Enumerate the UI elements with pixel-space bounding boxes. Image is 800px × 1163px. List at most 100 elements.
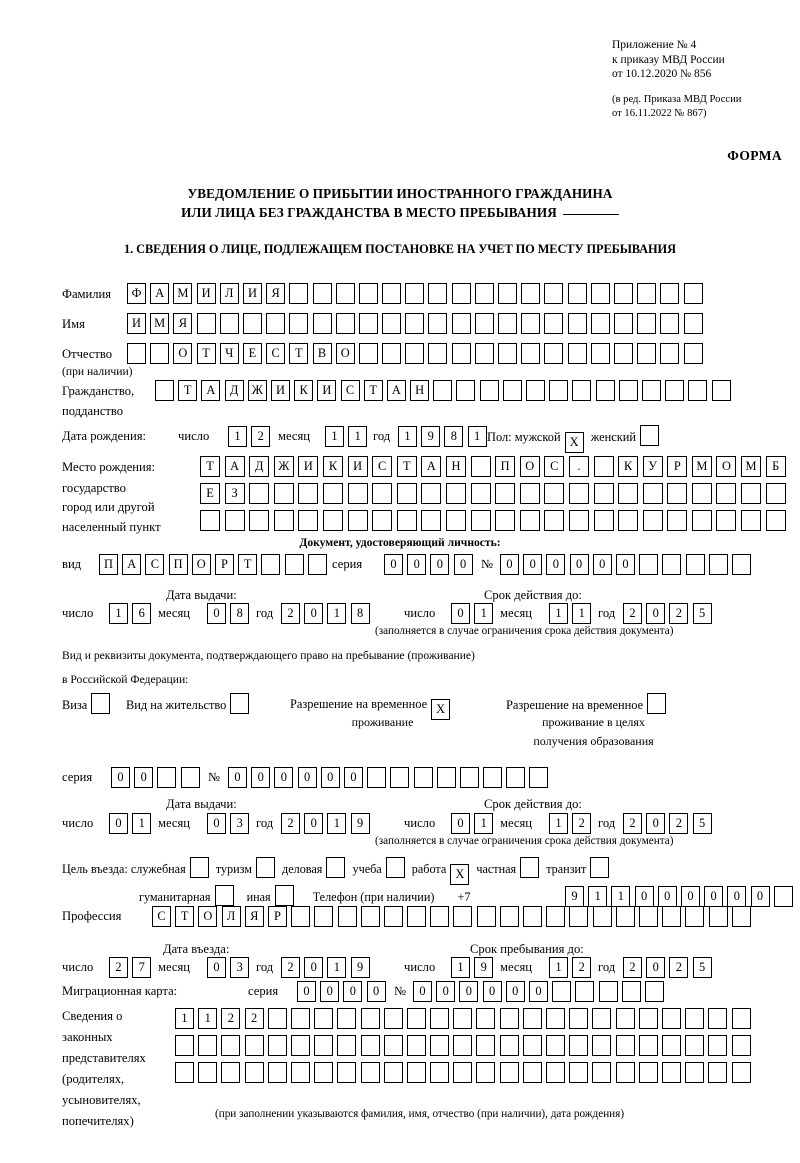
char-cell[interactable]: Т bbox=[396, 456, 417, 477]
char-cell[interactable]: Д bbox=[249, 456, 270, 477]
char-cell[interactable] bbox=[200, 510, 220, 531]
char-cell[interactable] bbox=[249, 483, 270, 504]
char-cell[interactable]: 1 bbox=[198, 1008, 218, 1029]
char-cell[interactable] bbox=[298, 483, 319, 504]
char-cell[interactable]: 0 bbox=[407, 554, 427, 575]
char-cell[interactable] bbox=[499, 1062, 519, 1083]
char-cell[interactable]: 2 bbox=[623, 603, 642, 624]
char-cell[interactable] bbox=[521, 343, 541, 364]
char-cell[interactable]: 2 bbox=[109, 957, 128, 978]
char-cell[interactable]: А bbox=[386, 380, 406, 401]
char-cell[interactable]: 0 bbox=[320, 981, 340, 1002]
char-cell[interactable] bbox=[660, 343, 680, 364]
char-cell[interactable] bbox=[708, 1035, 728, 1056]
char-cell[interactable] bbox=[683, 283, 703, 304]
char-cell[interactable] bbox=[546, 1008, 565, 1029]
char-cell[interactable]: 1 bbox=[467, 426, 487, 447]
char-cell[interactable] bbox=[546, 1035, 565, 1056]
char-cell[interactable] bbox=[593, 456, 614, 477]
char-cell[interactable]: 1 bbox=[132, 813, 152, 834]
char-cell[interactable] bbox=[567, 313, 587, 334]
char-cell[interactable]: О bbox=[519, 456, 540, 477]
char-cell[interactable] bbox=[337, 906, 357, 927]
char-cell[interactable]: Р bbox=[267, 906, 287, 927]
char-cell[interactable]: 0 bbox=[304, 603, 324, 624]
char-cell[interactable]: Н bbox=[410, 380, 430, 401]
char-cell[interactable]: 9 bbox=[565, 886, 584, 907]
char-cell[interactable]: С bbox=[544, 456, 565, 477]
char-cell[interactable]: 2 bbox=[669, 813, 689, 834]
char-cell[interactable]: 0 bbox=[207, 813, 226, 834]
char-cell[interactable] bbox=[522, 1008, 542, 1029]
char-cell[interactable]: О bbox=[716, 456, 737, 477]
char-cell[interactable] bbox=[405, 343, 425, 364]
char-cell[interactable]: 0 bbox=[109, 813, 128, 834]
char-cell[interactable] bbox=[639, 554, 659, 575]
char-cell[interactable] bbox=[549, 380, 569, 401]
char-cell[interactable] bbox=[453, 1062, 473, 1083]
char-cell[interactable] bbox=[396, 483, 417, 504]
char-cell[interactable] bbox=[661, 1062, 681, 1083]
char-cell[interactable] bbox=[523, 906, 542, 927]
char-cell[interactable] bbox=[390, 767, 410, 788]
char-cell[interactable] bbox=[430, 1008, 450, 1029]
char-cell[interactable]: О bbox=[198, 906, 218, 927]
char-cell[interactable] bbox=[322, 483, 343, 504]
char-cell[interactable] bbox=[618, 483, 639, 504]
char-cell[interactable] bbox=[358, 313, 378, 334]
char-cell[interactable] bbox=[430, 1035, 450, 1056]
char-cell[interactable] bbox=[290, 1062, 310, 1083]
char-cell[interactable] bbox=[569, 906, 589, 927]
char-cell[interactable]: К bbox=[322, 456, 343, 477]
char-cell[interactable] bbox=[685, 906, 705, 927]
char-cell[interactable] bbox=[613, 283, 633, 304]
char-cell[interactable] bbox=[470, 510, 491, 531]
char-cell[interactable] bbox=[219, 313, 239, 334]
char-cell[interactable] bbox=[521, 283, 541, 304]
char-cell[interactable]: 5 bbox=[692, 813, 712, 834]
char-cell[interactable] bbox=[198, 1035, 218, 1056]
char-cell[interactable] bbox=[451, 313, 471, 334]
char-cell[interactable] bbox=[765, 483, 786, 504]
char-cell[interactable]: 8 bbox=[350, 603, 370, 624]
char-cell[interactable] bbox=[127, 343, 146, 364]
char-cell[interactable]: 0 bbox=[569, 554, 589, 575]
char-cell[interactable]: О bbox=[173, 343, 193, 364]
char-cell[interactable]: 0 bbox=[451, 813, 470, 834]
char-cell[interactable]: 0 bbox=[320, 767, 340, 788]
char-cell[interactable] bbox=[266, 313, 286, 334]
char-cell[interactable] bbox=[175, 1035, 194, 1056]
char-cell[interactable] bbox=[244, 1035, 264, 1056]
char-cell[interactable]: С bbox=[152, 906, 171, 927]
char-cell[interactable] bbox=[592, 1035, 612, 1056]
char-cell[interactable] bbox=[499, 1008, 519, 1029]
char-cell[interactable] bbox=[667, 483, 688, 504]
char-cell[interactable] bbox=[641, 380, 661, 401]
char-cell[interactable] bbox=[731, 554, 751, 575]
char-cell[interactable]: 5 bbox=[692, 603, 712, 624]
char-cell[interactable] bbox=[224, 510, 245, 531]
char-cell[interactable] bbox=[642, 483, 663, 504]
char-cell[interactable] bbox=[661, 1008, 681, 1029]
char-cell[interactable] bbox=[685, 554, 705, 575]
char-cell[interactable]: Ф bbox=[127, 283, 146, 304]
sex-female-checkbox[interactable] bbox=[640, 425, 660, 446]
char-cell[interactable] bbox=[495, 483, 516, 504]
char-cell[interactable] bbox=[428, 343, 448, 364]
char-cell[interactable] bbox=[273, 510, 294, 531]
char-cell[interactable]: 8 bbox=[444, 426, 464, 447]
char-cell[interactable]: 2 bbox=[623, 957, 642, 978]
char-cell[interactable]: 2 bbox=[623, 813, 642, 834]
char-cell[interactable] bbox=[637, 343, 657, 364]
char-cell[interactable]: И bbox=[127, 313, 146, 334]
char-cell[interactable]: . bbox=[568, 456, 589, 477]
char-cell[interactable] bbox=[337, 1062, 357, 1083]
